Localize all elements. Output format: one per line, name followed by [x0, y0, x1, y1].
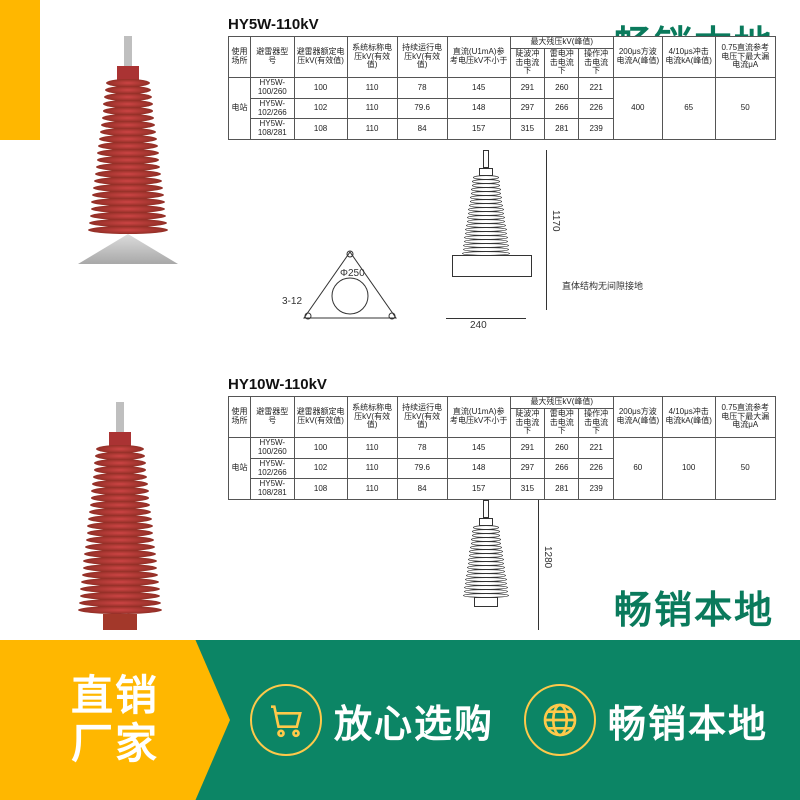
section1-title: HY5W-110kV — [228, 16, 319, 33]
banner-item-cart-label: 放心选购 — [334, 693, 494, 748]
outline-diagram-2: 1280 — [452, 500, 520, 607]
outline-diagram-1: 1170 240 — [452, 150, 520, 277]
banner-item-globe-label: 畅销本地 — [608, 693, 768, 748]
banner-item-globe: 畅销本地 — [524, 684, 768, 756]
section2-title: HY10W-110kV — [228, 376, 327, 393]
base-plate-diagram-1: Φ250 3-12 — [300, 244, 410, 324]
cart-icon — [250, 684, 322, 756]
banner-left-badge: 直销厂家 — [0, 640, 230, 800]
left-accent-strip — [0, 0, 40, 140]
globe-icon — [524, 684, 596, 756]
spec-table-1: 使用场所避雷器型号避雷器额定电压kV(有效值)系统标称电压kV(有效值)持续运行… — [228, 36, 776, 140]
banner-item-cart: 放心选购 — [250, 684, 494, 756]
arrester-image-1 — [78, 36, 178, 264]
ground-note-1: 直体结构无间隙接地 — [562, 282, 643, 292]
promo-banner: 直销厂家 放心选购 畅销本地 — [0, 640, 800, 800]
banner-left-text: 直销厂家 — [71, 672, 159, 769]
arrester-image-2 — [78, 402, 162, 630]
spec-table-2: 使用场所避雷器型号避雷器额定电压kV(有效值)系统标称电压kV(有效值)持续运行… — [228, 396, 776, 500]
watermark-bottom: 畅销本地 — [614, 579, 774, 634]
